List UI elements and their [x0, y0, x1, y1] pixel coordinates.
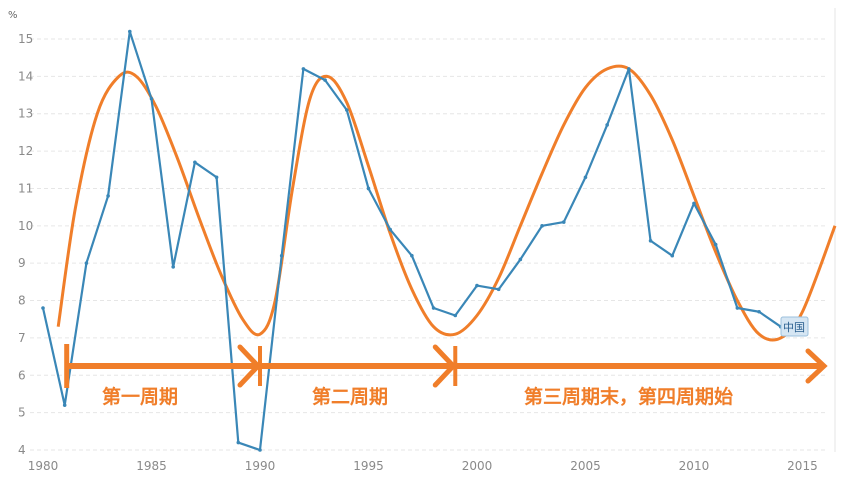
data-point: [627, 67, 631, 71]
x-tick-label: 1980: [28, 459, 59, 473]
y-tick-label: 13: [18, 107, 33, 121]
y-tick-label: 15: [18, 32, 33, 46]
data-point: [431, 306, 436, 310]
x-tick-label: 2000: [462, 459, 493, 473]
data-point: [366, 186, 371, 191]
x-axis-ticks: 1980 1985 1990 1995 2000 2005 2010 2015: [28, 459, 818, 473]
series-tag: 中国: [780, 316, 809, 337]
data-point: [41, 306, 45, 310]
x-tick-label: 2015: [787, 459, 818, 473]
y-tick-label: 9: [18, 256, 26, 270]
data-point: [757, 309, 761, 314]
data-point: [713, 242, 718, 247]
phase-label-3: 第三周期末，第四周期始: [524, 385, 733, 408]
data-point: [410, 253, 414, 258]
cycle-arrows: [64, 344, 828, 388]
x-tick-label: 1985: [136, 459, 167, 473]
data-point: [583, 175, 588, 180]
data-point: [648, 238, 653, 243]
y-axis-ticks: 4 5 6 7 8 9 10 11 12 13 14 15: [18, 32, 33, 457]
data-point: [323, 78, 327, 82]
data-point: [692, 201, 696, 206]
data-point: [475, 283, 479, 288]
y-tick-label: 12: [18, 144, 33, 158]
phase-label-2: 第二周期: [312, 385, 388, 408]
phase-label-1: 第一周期: [102, 385, 178, 408]
data-point: [279, 253, 284, 258]
data-point: [301, 67, 306, 71]
y-unit-label: %: [8, 10, 18, 21]
series-tag-label: 中国: [783, 321, 805, 334]
data-point: [84, 261, 89, 265]
data-point: [518, 257, 523, 262]
data-point: [236, 440, 241, 445]
data-point: [605, 123, 609, 127]
x-tick-label: 2005: [570, 459, 601, 473]
y-tick-label: 7: [18, 331, 26, 345]
data-point: [561, 220, 566, 224]
y-tick-label: 10: [18, 219, 33, 233]
data-point: [670, 253, 675, 258]
y-tick-label: 8: [18, 294, 26, 308]
data-point: [193, 160, 197, 165]
y-tick-label: 6: [18, 368, 26, 382]
data-point: [453, 313, 458, 318]
y-tick-label: 11: [18, 181, 33, 195]
data-point: [127, 29, 132, 34]
data-point: [214, 175, 219, 180]
data-point: [496, 287, 501, 292]
data-point: [344, 108, 349, 112]
data-point: [106, 194, 110, 198]
arrow-head: [805, 348, 828, 384]
x-tick-label: 1995: [353, 459, 384, 473]
y-tick-label: 4: [18, 443, 26, 457]
data-point: [735, 306, 740, 310]
y-tick-label: 5: [18, 406, 26, 420]
cycle-curve: [56, 64, 837, 342]
data-point: [149, 96, 154, 101]
series-layer: [41, 29, 837, 452]
series-tag-box: [780, 316, 809, 337]
data-point: [258, 448, 262, 452]
data-point: [171, 265, 175, 269]
data-point: [540, 224, 544, 228]
x-tick-label: 2010: [679, 459, 710, 473]
x-tick-label: 1990: [245, 459, 276, 473]
data-point: [62, 403, 67, 407]
data-point: [388, 227, 392, 232]
y-tick-label: 14: [18, 69, 33, 83]
